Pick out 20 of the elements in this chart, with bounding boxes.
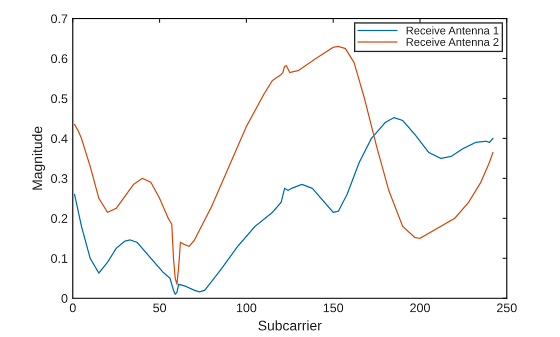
y-tick-label: 0.5 (51, 94, 68, 104)
x-tick-label: 50 (153, 303, 166, 312)
x-tick-label: 0 (70, 303, 76, 312)
x-tick-label: 150 (324, 303, 344, 312)
y-tick-label: 0 (61, 294, 68, 303)
line-series (74, 46, 494, 285)
y-tick-label: 0.1 (51, 254, 68, 263)
y-tick-label: 0.6 (51, 54, 68, 64)
y-tick-label: 0.3 (51, 174, 68, 184)
y-tick-label: 0.7 (51, 14, 68, 24)
legend-label: Receive Antenna 2 (406, 38, 498, 46)
x-tick-label: 250 (497, 303, 517, 312)
legend-label: Receive Antenna 1 (406, 26, 498, 34)
y-tick-label: 0.2 (51, 214, 68, 223)
x-tick-label: 100 (236, 303, 256, 312)
x-tick-label: 200 (410, 303, 430, 312)
x-axis-title: Subcarrier (258, 320, 322, 331)
y-axis-title: Magnitude (32, 126, 46, 190)
line-series (74, 117, 494, 295)
y-tick-label: 0.4 (51, 134, 68, 144)
